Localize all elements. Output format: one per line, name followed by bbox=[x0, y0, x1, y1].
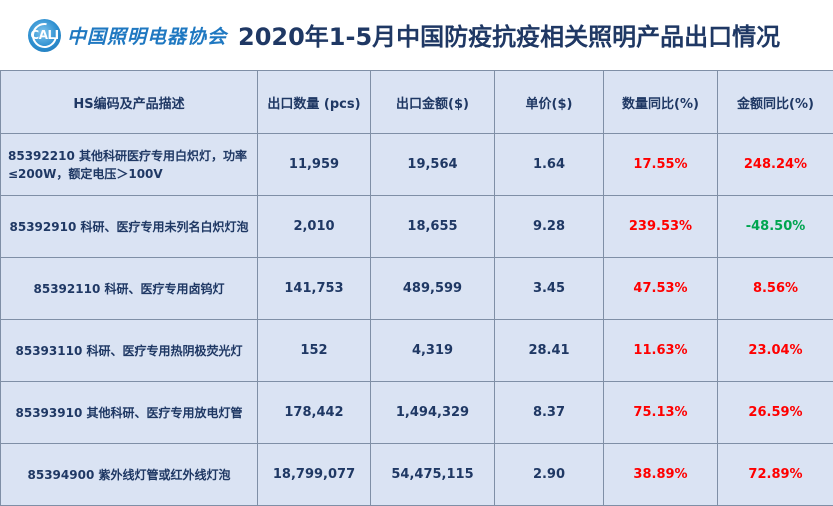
export-quantity: 11,959 bbox=[258, 134, 371, 196]
export-quantity: 18,799,077 bbox=[258, 444, 371, 506]
quantity-yoy: 17.55% bbox=[604, 134, 718, 196]
export-quantity: 152 bbox=[258, 320, 371, 382]
amount-yoy: 8.56% bbox=[718, 258, 833, 320]
logo-mark-text: CALI bbox=[30, 28, 58, 42]
header: CALI 中国照明电器协会 2020年1-5月中国防疫抗疫相关照明产品出口情况 bbox=[0, 0, 833, 70]
product-description: 85392210 其他科研医疗专用白炽灯，功率≤200W，额定电压＞100V bbox=[1, 134, 258, 196]
table-row: 85392910 科研、医疗专用未列名白炽灯泡 2,010 18,655 9.2… bbox=[1, 196, 833, 258]
product-description: 85393910 其他科研、医疗专用放电灯管 bbox=[1, 382, 258, 444]
association-logo: CALI 中国照明电器协会 bbox=[28, 18, 227, 52]
column-header-quantity: 出口数量 (pcs) bbox=[258, 71, 371, 134]
export-amount: 4,319 bbox=[371, 320, 495, 382]
column-header-amount: 出口金额($) bbox=[371, 71, 495, 134]
unit-price: 1.64 bbox=[495, 134, 604, 196]
unit-price: 2.90 bbox=[495, 444, 604, 506]
table-row: 85392210 其他科研医疗专用白炽灯，功率≤200W，额定电压＞100V 1… bbox=[1, 134, 833, 196]
export-amount: 489,599 bbox=[371, 258, 495, 320]
amount-yoy: 26.59% bbox=[718, 382, 833, 444]
logo-text: 中国照明电器协会 bbox=[67, 22, 227, 49]
export-quantity: 141,753 bbox=[258, 258, 371, 320]
column-header-description: HS编码及产品描述 bbox=[1, 71, 258, 134]
export-amount: 54,475,115 bbox=[371, 444, 495, 506]
table-row: 85393110 科研、医疗专用热阴极荧光灯 152 4,319 28.41 1… bbox=[1, 320, 833, 382]
export-amount: 19,564 bbox=[371, 134, 495, 196]
product-description: 85392110 科研、医疗专用卤钨灯 bbox=[1, 258, 258, 320]
quantity-yoy: 75.13% bbox=[604, 382, 718, 444]
cali-logo-icon: CALI bbox=[28, 19, 61, 52]
table-header-row: HS编码及产品描述 出口数量 (pcs) 出口金额($) 单价($) 数量同比(… bbox=[1, 71, 833, 134]
column-header-quantity-yoy: 数量同比(%) bbox=[604, 71, 718, 134]
quantity-yoy: 38.89% bbox=[604, 444, 718, 506]
quantity-yoy: 239.53% bbox=[604, 196, 718, 258]
export-quantity: 2,010 bbox=[258, 196, 371, 258]
page-title: 2020年1-5月中国防疫抗疫相关照明产品出口情况 bbox=[238, 17, 780, 52]
unit-price: 9.28 bbox=[495, 196, 604, 258]
quantity-yoy: 47.53% bbox=[604, 258, 718, 320]
column-header-amount-yoy: 金额同比(%) bbox=[718, 71, 833, 134]
amount-yoy: 248.24% bbox=[718, 134, 833, 196]
unit-price: 8.37 bbox=[495, 382, 604, 444]
unit-price: 3.45 bbox=[495, 258, 604, 320]
amount-yoy: 23.04% bbox=[718, 320, 833, 382]
amount-yoy: 72.89% bbox=[718, 444, 833, 506]
product-description: 85393110 科研、医疗专用热阴极荧光灯 bbox=[1, 320, 258, 382]
table-row: 85392110 科研、医疗专用卤钨灯 141,753 489,599 3.45… bbox=[1, 258, 833, 320]
export-quantity: 178,442 bbox=[258, 382, 371, 444]
table-row: 85394900 紫外线灯管或红外线灯泡 18,799,077 54,475,1… bbox=[1, 444, 833, 506]
export-amount: 1,494,329 bbox=[371, 382, 495, 444]
amount-yoy: -48.50% bbox=[718, 196, 833, 258]
export-table: HS编码及产品描述 出口数量 (pcs) 出口金额($) 单价($) 数量同比(… bbox=[0, 70, 833, 506]
export-amount: 18,655 bbox=[371, 196, 495, 258]
column-header-unit-price: 单价($) bbox=[495, 71, 604, 134]
unit-price: 28.41 bbox=[495, 320, 604, 382]
product-description: 85394900 紫外线灯管或红外线灯泡 bbox=[1, 444, 258, 506]
quantity-yoy: 11.63% bbox=[604, 320, 718, 382]
product-description: 85392910 科研、医疗专用未列名白炽灯泡 bbox=[1, 196, 258, 258]
table-row: 85393910 其他科研、医疗专用放电灯管 178,442 1,494,329… bbox=[1, 382, 833, 444]
